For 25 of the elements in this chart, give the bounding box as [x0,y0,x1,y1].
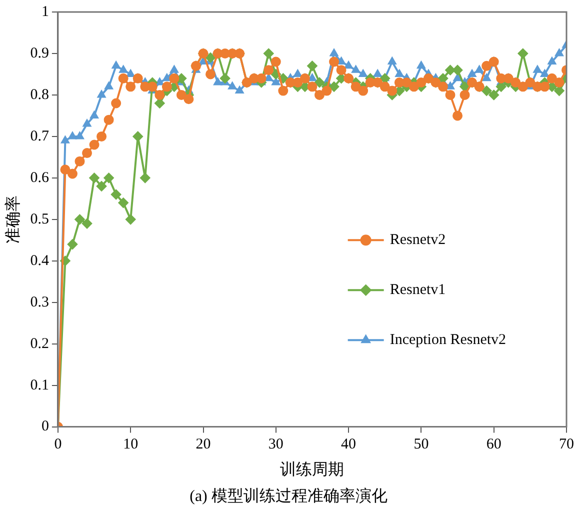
x-tick-label: 0 [54,436,62,453]
x-tick-label: 50 [414,436,429,453]
legend-label: Resnetv2 [390,232,446,248]
legend-label: Resnetv1 [390,282,446,298]
y-tick-label: 0.5 [30,211,49,228]
x-tick-label: 70 [559,436,574,453]
x-tick-label: 40 [341,436,356,453]
x-tick-label: 10 [123,436,138,453]
text: (a) 模型训练过程准确率演化 [188,486,388,507]
y-tick-label: 0.4 [30,252,50,269]
legend-label: Inception Resnetv2 [390,332,506,348]
x-tick-label: 30 [268,436,284,453]
x-tick-label: 20 [196,436,211,453]
y-tick-label: 0.9 [30,45,49,62]
y-tick-label: 0.3 [30,294,49,310]
y-tick-label: 1 [41,4,49,20]
y-tick-label: 0.1 [30,377,49,394]
x-tick-label: 60 [486,436,502,453]
y-tick-label: 0.7 [30,128,50,144]
y-axis-title: 准确率 [4,195,22,244]
y-tick-label: 0 [41,418,49,435]
y-tick-label: 0.2 [30,336,49,352]
y-tick-label: 0.8 [30,86,49,103]
y-tick-label: 0.6 [30,170,50,186]
x-axis-title: 训练周期 [280,460,344,479]
